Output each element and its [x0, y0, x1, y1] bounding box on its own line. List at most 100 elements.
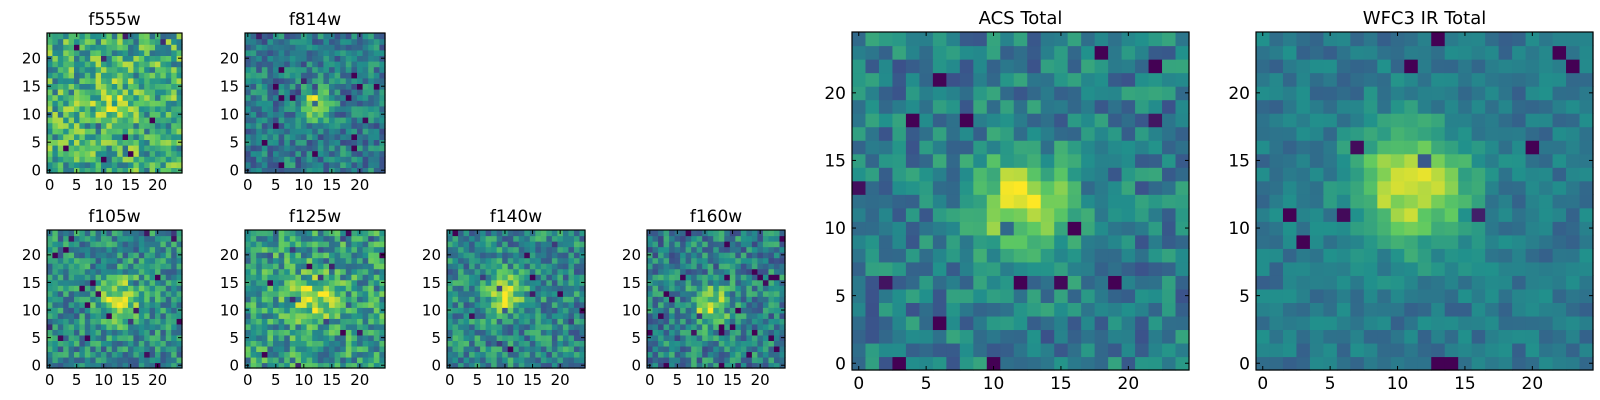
heatmap-cell: [685, 362, 692, 369]
heatmap-cell: [1336, 194, 1351, 209]
heatmap-cell: [68, 285, 75, 292]
heatmap-cell: [128, 274, 134, 281]
heatmap-cell: [729, 268, 736, 275]
heatmap-cell: [1013, 221, 1028, 236]
heatmap-cell: [312, 230, 319, 237]
heatmap-cell: [1566, 288, 1581, 303]
heatmap-cell: [63, 150, 70, 157]
heatmap-cell: [256, 362, 263, 369]
heatmap-cell: [562, 252, 570, 259]
heatmap-cell: [144, 94, 151, 101]
heatmap-cell: [524, 334, 531, 341]
heatmap-cell: [171, 257, 178, 264]
heatmap-cell: [674, 351, 681, 358]
heatmap-cell: [702, 323, 709, 330]
heatmap-cell: [351, 257, 358, 264]
heatmap-cell: [329, 323, 336, 330]
heatmap-cell: [273, 301, 280, 308]
heatmap-cell: [52, 296, 59, 303]
heatmap-cell: [1309, 248, 1324, 263]
heatmap-cell: [757, 318, 764, 325]
heatmap-cell: [507, 257, 514, 264]
heatmap-cell: [95, 66, 102, 73]
heatmap-cell: [144, 230, 151, 237]
heatmap-cell: [1175, 261, 1190, 276]
heatmap-cell: [1108, 261, 1123, 276]
heatmap-cell: [463, 307, 470, 314]
heatmap-cell: [267, 257, 274, 264]
heatmap-cell: [1363, 234, 1378, 249]
heatmap-cell: [480, 329, 487, 336]
heatmap-cell: [491, 241, 498, 248]
heatmap-cell: [1054, 140, 1069, 155]
heatmap-cell: [52, 290, 59, 297]
heatmap-cell: [273, 235, 280, 242]
heatmap-cell: [469, 312, 476, 319]
heatmap-cell: [757, 246, 764, 253]
heatmap-cell: [1512, 221, 1527, 236]
heatmap-cell: [128, 105, 134, 112]
heatmap-cell: [696, 263, 703, 270]
heatmap-cell: [90, 117, 97, 124]
heatmap-cell: [1040, 126, 1055, 141]
heatmap-cell: [261, 345, 268, 353]
heatmap-cell: [278, 33, 285, 40]
heatmap-cell: [540, 323, 547, 330]
heatmap-cell: [535, 285, 542, 292]
heatmap-cell: [90, 156, 97, 163]
heatmap-cell: [946, 59, 961, 74]
heatmap-cell: [111, 128, 118, 135]
x-tick-label: 20: [1118, 374, 1140, 394]
heatmap-cell: [306, 279, 313, 286]
heatmap-cell: [52, 89, 59, 96]
heatmap-cell: [278, 139, 285, 146]
heatmap-cell: [95, 241, 102, 248]
heatmap-cell: [1485, 180, 1500, 195]
heatmap-cell: [155, 89, 161, 96]
heatmap-cell: [1081, 113, 1096, 128]
heatmap-cell: [357, 307, 364, 314]
heatmap-cell: [84, 100, 91, 107]
heatmap-cell: [1081, 194, 1096, 209]
heatmap-cell: [273, 38, 280, 45]
heatmap-cell: [284, 33, 291, 40]
heatmap-cell: [111, 122, 118, 129]
heatmap-cell: [1350, 288, 1365, 303]
heatmap-cell: [79, 139, 86, 146]
heatmap-cell: [496, 285, 503, 292]
heatmap-cell: [463, 279, 470, 286]
heatmap-cell: [932, 302, 947, 317]
heatmap-cell: [485, 318, 492, 325]
heatmap-cell: [278, 351, 285, 358]
heatmap-cell: [133, 150, 140, 157]
heatmap-cell: [1552, 221, 1567, 236]
heatmap-cell: [368, 334, 375, 341]
heatmap-cell: [1054, 302, 1069, 317]
heatmap-cell: [250, 105, 257, 112]
heatmap-cell: [1471, 180, 1486, 195]
heatmap-cell: [323, 279, 330, 286]
heatmap-cell: [546, 257, 553, 264]
heatmap-cell: [312, 133, 319, 140]
heatmap-cell: [1296, 221, 1311, 236]
heatmap-cell: [323, 351, 330, 358]
heatmap-cell: [696, 356, 703, 364]
heatmap-cell: [658, 285, 665, 292]
heatmap-cell: [101, 263, 107, 270]
heatmap-cell: [973, 32, 988, 47]
heatmap-cell: [1067, 315, 1082, 331]
heatmap-cell: [452, 290, 459, 297]
heatmap-cell: [323, 167, 330, 174]
heatmap-cell: [696, 318, 703, 325]
heatmap-cell: [90, 94, 97, 101]
heatmap-cell: [718, 307, 725, 314]
heatmap-cell: [128, 77, 134, 84]
heatmap-cell: [68, 167, 75, 174]
heatmap-cell: [463, 230, 470, 237]
heatmap-cell: [250, 139, 257, 146]
heatmap-cell: [535, 345, 542, 353]
heatmap-cell: [84, 145, 91, 152]
heatmap-cell: [562, 235, 570, 242]
heatmap-cell: [301, 329, 308, 336]
heatmap-cell: [1094, 207, 1109, 222]
